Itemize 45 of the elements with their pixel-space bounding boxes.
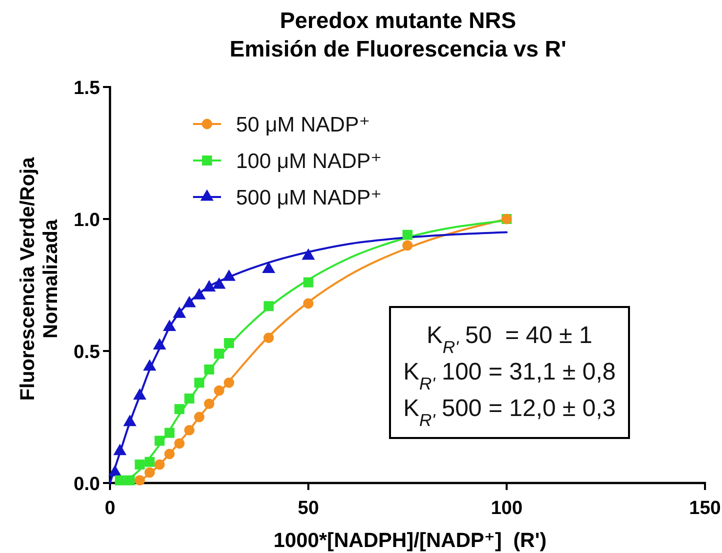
point — [402, 240, 413, 251]
point — [134, 475, 145, 486]
point — [194, 412, 204, 422]
y-tick-label: 1.0 — [74, 210, 100, 231]
point — [264, 301, 274, 312]
y-tick-label: 1.5 — [74, 78, 100, 99]
point — [184, 425, 195, 436]
legend-label: 100 μM NADP⁺ — [236, 150, 382, 173]
point — [214, 385, 224, 396]
point — [214, 348, 224, 359]
point — [303, 277, 314, 288]
chart-title: Peredox mutante NRS Emisión de Fluorescencia vs R' — [230, 8, 566, 62]
point — [224, 377, 234, 388]
annotation: K$_{R'}$ 500 = 12,0 ± 0,3 — [403, 395, 616, 430]
annotation: K$_{R'}$ 100 = 31,1 ± 0,8 — [403, 358, 616, 394]
x-tick-label: 50 — [298, 498, 319, 519]
point — [154, 459, 165, 470]
point — [144, 456, 155, 467]
y-tick-label: 0.0 — [74, 474, 100, 495]
point — [174, 404, 184, 414]
point — [303, 298, 314, 309]
point — [204, 398, 214, 409]
point — [224, 338, 234, 348]
point — [134, 460, 145, 470]
y-axis-title: Fluorescencia Verde/Roja Normalizada — [17, 156, 62, 401]
legend-label: 50 μM NADP⁺ — [236, 114, 370, 136]
point — [204, 364, 214, 374]
point — [194, 378, 204, 388]
point — [164, 428, 174, 438]
point — [154, 436, 165, 446]
point — [174, 438, 185, 449]
x-axis-title: 1000*[NADPH]/[NADP⁺] (R') — [273, 529, 547, 552]
legend-label: 500 μM NADP⁺ — [236, 186, 382, 210]
x-tick-label: 150 — [689, 498, 721, 519]
x-tick-label: 100 — [490, 498, 523, 519]
point — [144, 467, 155, 478]
point — [114, 475, 125, 486]
annotation: K$_{R'}$ 50 = 40 ± 1 — [426, 322, 592, 357]
point — [164, 448, 175, 460]
point — [124, 475, 135, 486]
x-tick-label: 0 — [104, 498, 116, 519]
point — [402, 230, 412, 240]
point — [184, 394, 194, 404]
point — [263, 332, 274, 343]
y-tick-label: 0.5 — [74, 342, 100, 363]
